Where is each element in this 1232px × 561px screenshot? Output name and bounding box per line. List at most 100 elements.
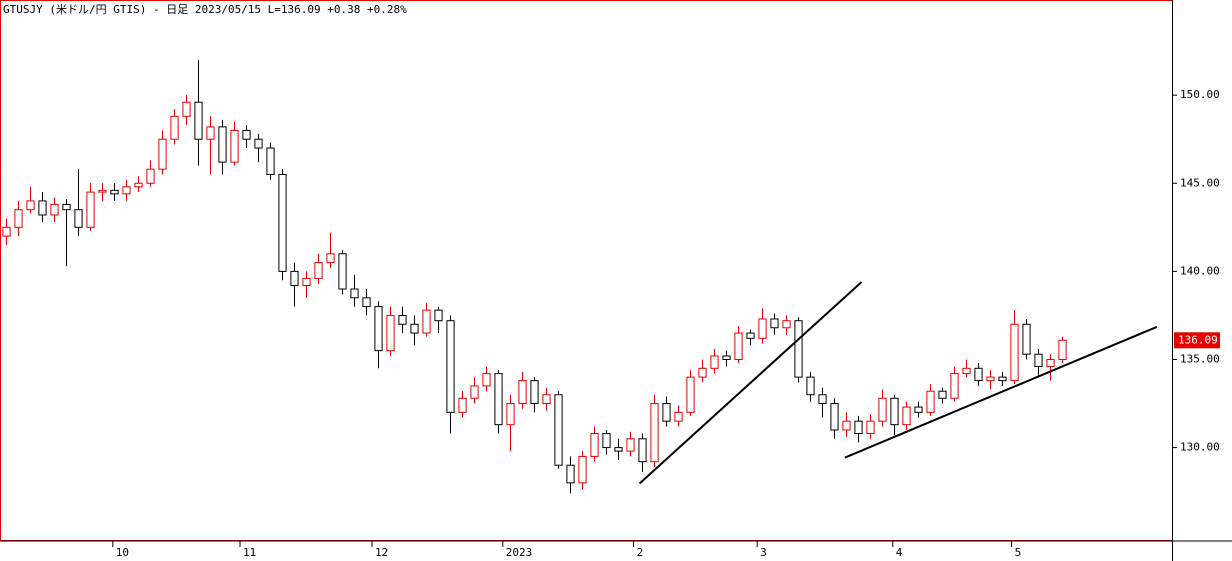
candle-body [710, 355, 719, 369]
candle-body [698, 367, 707, 378]
candle-body [998, 376, 1007, 382]
candle-body [866, 420, 875, 435]
candle-body [446, 320, 455, 413]
candle-body [722, 355, 731, 360]
candle-body [194, 101, 203, 140]
candle-body [290, 270, 299, 286]
candle-body [14, 209, 23, 228]
candle-body [614, 447, 623, 452]
x-tick-label: 4 [896, 546, 903, 559]
candle-body [1022, 323, 1031, 355]
candle-body [518, 380, 527, 405]
x-tick-label: 11 [243, 546, 256, 559]
candle-body [746, 332, 755, 339]
candle-body [422, 309, 431, 334]
candle-body [158, 138, 167, 170]
y-tick-label: 150.00 [1180, 88, 1220, 101]
candle-body [122, 186, 131, 195]
candle-body [542, 394, 551, 405]
x-tick-label: 10 [116, 546, 129, 559]
candle-body [974, 367, 983, 382]
candle-body [266, 147, 275, 175]
candle-body [1010, 323, 1019, 382]
candle-body [98, 189, 107, 193]
candle-body [842, 420, 851, 431]
chart-title: GTUSJY (米ドル/円 GTIS) - 日足 2023/05/15 L=13… [3, 3, 407, 16]
candle-body [434, 309, 443, 322]
candle-body [326, 253, 335, 264]
candle-body [830, 403, 839, 431]
candle-body [218, 126, 227, 163]
candle-body [362, 297, 371, 308]
candle-body [566, 464, 575, 484]
candle-body [1034, 353, 1043, 368]
candle-body [170, 115, 179, 140]
candle-body [26, 200, 35, 211]
candle-body [674, 411, 683, 422]
trendline [844, 325, 1158, 459]
x-tick-label: 5 [1015, 546, 1022, 559]
candle-body [578, 455, 587, 484]
candle-body [494, 373, 503, 426]
x-tick-label: 2023 [506, 546, 533, 559]
candle-body [1058, 339, 1067, 360]
last-price-label: 136.09 [1178, 333, 1218, 346]
candle-body [314, 262, 323, 279]
candle-body [758, 318, 767, 339]
candle-body [470, 385, 479, 399]
candle-body [926, 390, 935, 413]
candle-body [242, 129, 251, 140]
candle-body [254, 138, 263, 149]
candle-body [590, 433, 599, 457]
candle-body [410, 323, 419, 334]
candle-body [134, 182, 143, 188]
candle-body [854, 420, 863, 435]
candle-body [110, 189, 119, 195]
candle-body [74, 209, 83, 228]
y-tick-label: 135.00 [1180, 352, 1220, 365]
candle-body [818, 394, 827, 405]
candle-body [638, 438, 647, 463]
candle-body [482, 373, 491, 387]
candle-body [338, 253, 347, 290]
candle-body [986, 376, 995, 382]
y-tick-label: 145.00 [1180, 176, 1220, 189]
candle-body [938, 390, 947, 399]
candle-body [602, 433, 611, 449]
candle-body [950, 373, 959, 399]
candle-body [182, 101, 191, 117]
candle-body [86, 191, 95, 228]
candle-body [350, 288, 359, 299]
candle-body [278, 173, 287, 272]
trendline [638, 281, 863, 485]
candle-body [734, 332, 743, 360]
candle-body [650, 403, 659, 463]
candle-body [38, 200, 47, 216]
candle-body [398, 314, 407, 325]
candle-body [50, 203, 59, 216]
candle-body [554, 394, 563, 466]
x-tick-label: 2 [637, 546, 644, 559]
candle-body [458, 397, 467, 413]
candle-body [530, 380, 539, 405]
candle-body [302, 277, 311, 286]
candle-body [62, 203, 71, 211]
candle-body [146, 168, 155, 184]
candle-body [914, 406, 923, 413]
candle-body [794, 320, 803, 378]
candle-body [890, 397, 899, 426]
candle-body [806, 376, 815, 396]
candle-body [386, 314, 395, 352]
candle-body [2, 226, 11, 237]
candle-body [962, 367, 971, 375]
x-tick-label: 3 [760, 546, 767, 559]
candle-body [662, 403, 671, 422]
y-tick-label: 140.00 [1180, 264, 1220, 277]
candle-body [902, 406, 911, 426]
candle-body [1046, 358, 1055, 368]
candle-body [230, 129, 239, 163]
candle-body [374, 306, 383, 352]
x-tick-label: 12 [375, 546, 388, 559]
candle-body [626, 438, 635, 452]
